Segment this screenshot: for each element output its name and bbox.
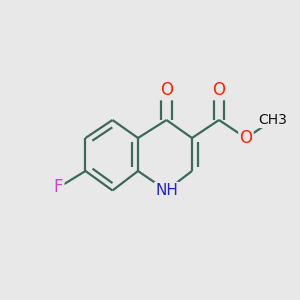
Text: NH: NH [155,183,178,198]
Text: CH3: CH3 [259,113,287,127]
Text: O: O [239,129,253,147]
Text: O: O [160,81,173,99]
Text: O: O [212,81,226,99]
Text: F: F [54,178,63,196]
